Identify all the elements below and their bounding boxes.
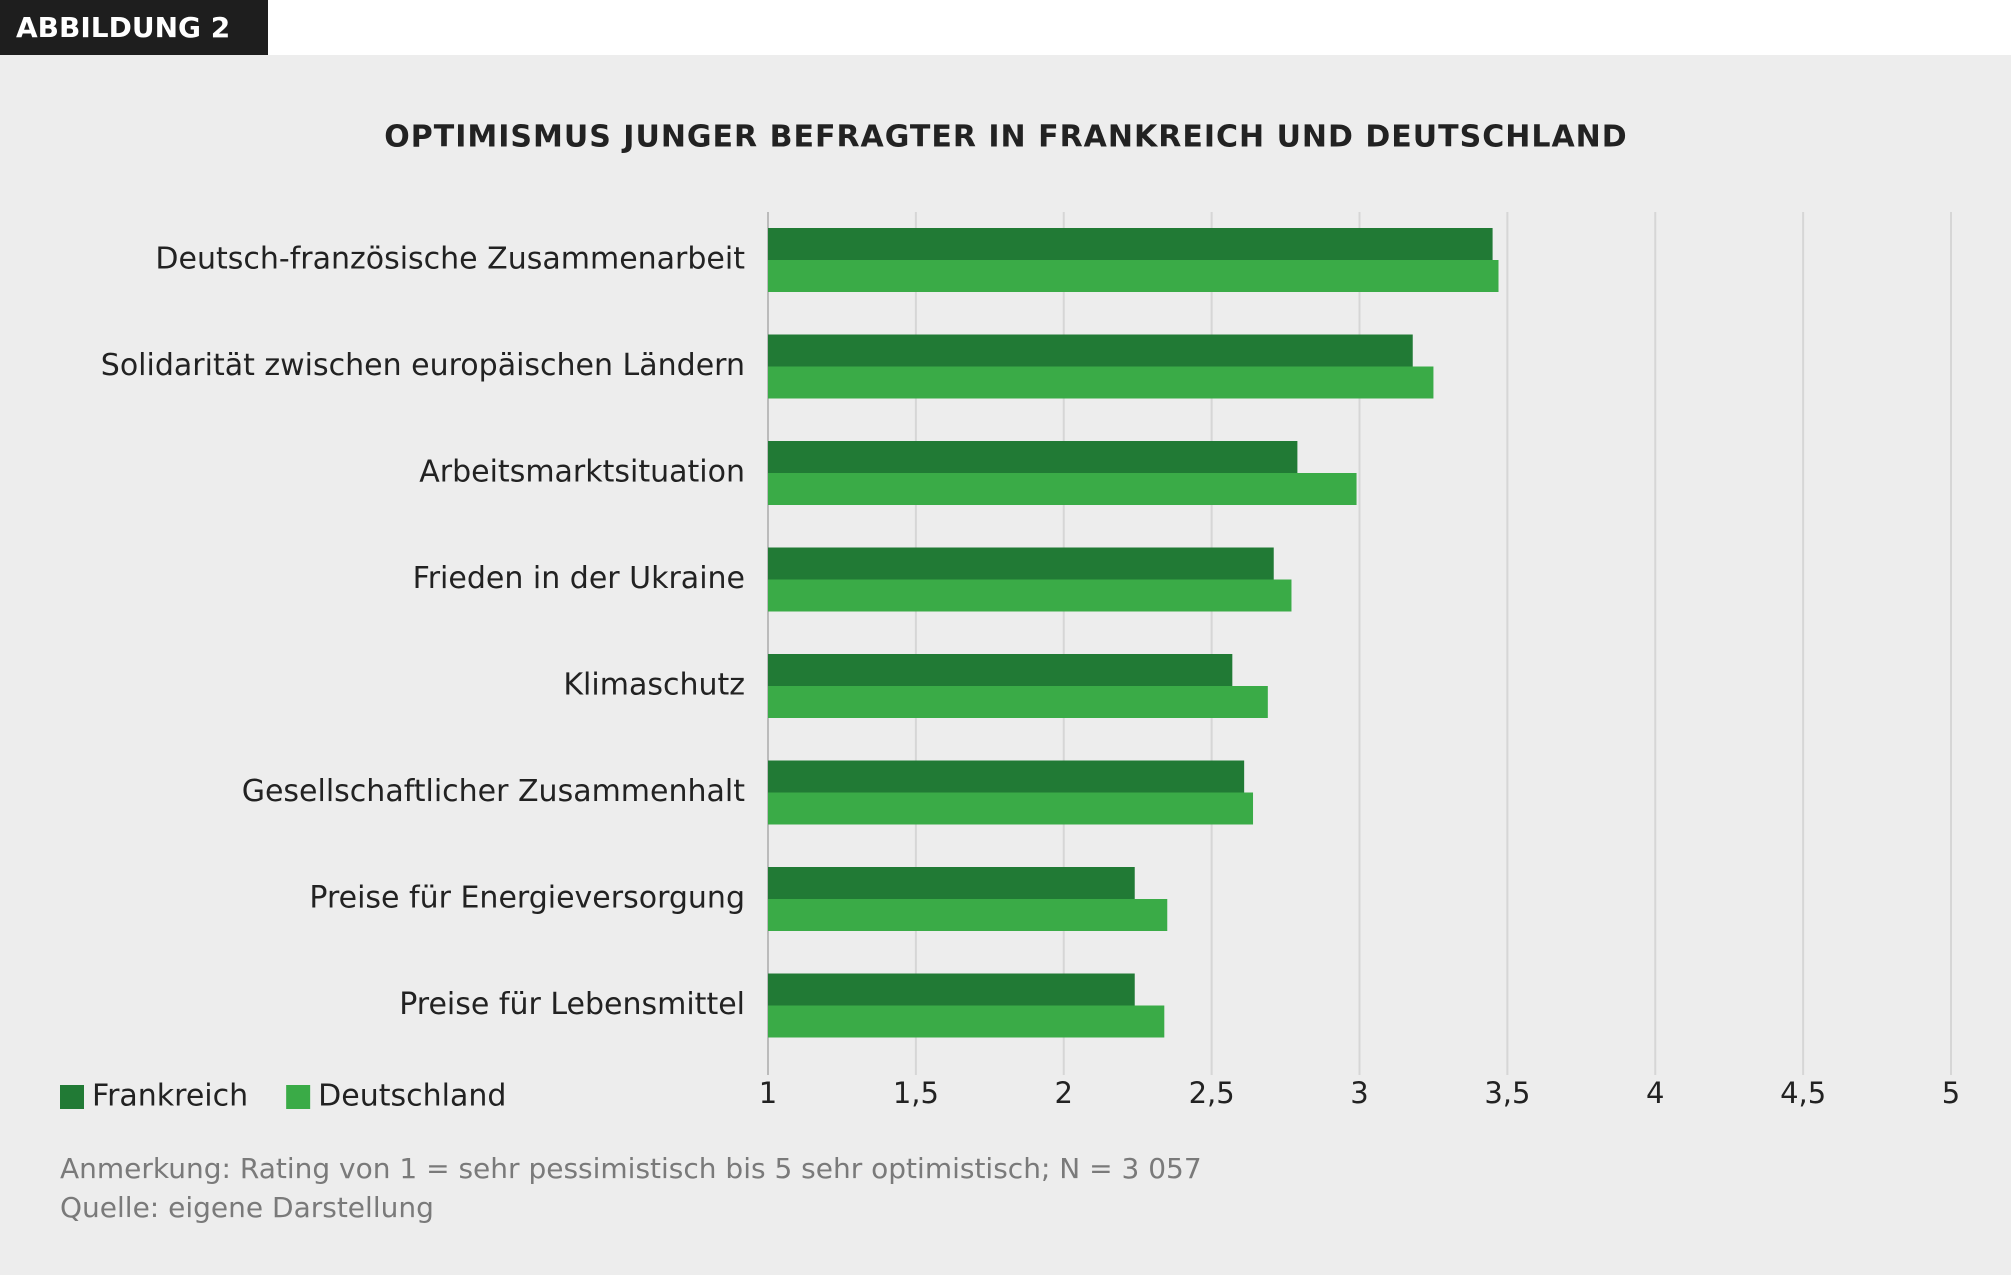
y-tick-label: Deutsch-französische Zusammenarbeit — [155, 242, 745, 277]
bar — [768, 366, 1434, 399]
legend-swatch — [286, 1085, 311, 1109]
note: Anmerkung: Rating von 1 = sehr pessimist… — [60, 1152, 1202, 1185]
bar — [768, 579, 1292, 612]
bar — [768, 654, 1233, 686]
y-tick-label: Klimaschutz — [563, 668, 745, 703]
legend-swatch — [60, 1085, 84, 1109]
chart-title: OPTIMISMUS JUNGER BEFRAGTER IN FRANKREIC… — [384, 120, 1627, 155]
bar — [768, 334, 1413, 367]
bar — [768, 867, 1135, 899]
x-tick-label: 2,5 — [1189, 1076, 1235, 1110]
x-tick-label: 3,5 — [1484, 1076, 1530, 1110]
header-box — [0, 0, 268, 55]
bar — [768, 792, 1254, 825]
header-label: ABBILDUNG 2 — [16, 11, 230, 44]
x-tick-label: 2 — [1055, 1076, 1073, 1110]
bar — [768, 260, 1499, 292]
y-tick-label: Preise für Energieversorgung — [309, 881, 745, 916]
bar — [768, 228, 1493, 260]
y-tick-label: Solidarität zwischen europäischen Länder… — [101, 348, 745, 383]
x-tick-label: 4 — [1646, 1076, 1664, 1110]
legend-label: Frankreich — [92, 1079, 248, 1114]
bar — [768, 1005, 1165, 1038]
bar — [768, 473, 1357, 505]
y-tick-label: Arbeitsmarktsituation — [419, 455, 745, 490]
x-tick-label: 5 — [1942, 1076, 1960, 1110]
legend-label: Deutschland — [318, 1079, 506, 1114]
y-tick-label: Preise für Lebensmittel — [399, 987, 745, 1022]
x-tick-label: 1 — [759, 1076, 777, 1110]
y-tick-label: Frieden in der Ukraine — [413, 561, 745, 596]
y-tick-label: Gesellschaftlicher Zusammenhalt — [242, 774, 746, 809]
note: Quelle: eigene Darstellung — [60, 1191, 434, 1224]
x-tick-label: 3 — [1350, 1076, 1368, 1110]
bar — [768, 547, 1274, 580]
bar — [768, 899, 1168, 931]
bar — [768, 441, 1298, 473]
x-tick-label: 1,5 — [893, 1076, 939, 1110]
x-tick-label: 4,5 — [1780, 1076, 1826, 1110]
bar — [768, 760, 1245, 793]
bar — [768, 973, 1135, 1006]
bar — [768, 686, 1268, 718]
